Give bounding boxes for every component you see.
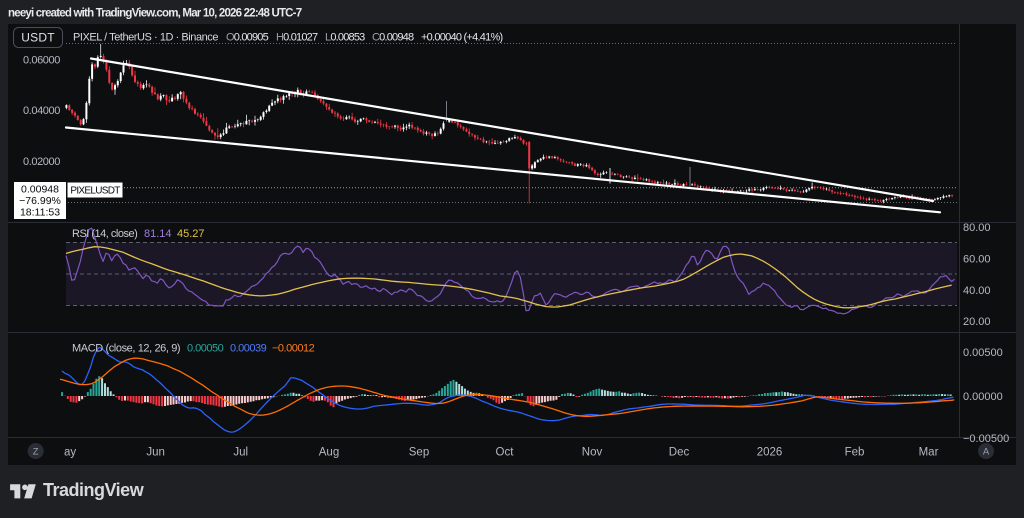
svg-text:−0.00500: −0.00500 [963, 433, 1009, 445]
svg-text:0.00000: 0.00000 [963, 391, 1003, 403]
svg-text:neeyi created with TradingView: neeyi created with TradingView.com, Mar … [8, 8, 302, 20]
svg-text:0.00500: 0.00500 [963, 347, 1003, 359]
svg-text:0.00050: 0.00050 [187, 343, 224, 355]
svg-text:40.00: 40.00 [963, 285, 991, 297]
svg-text:TradingView: TradingView [43, 480, 145, 500]
svg-text:Aug: Aug [319, 447, 339, 459]
svg-text:Sep: Sep [409, 447, 429, 459]
svg-text:45.27: 45.27 [177, 228, 205, 240]
svg-text:0.00039: 0.00039 [230, 343, 267, 355]
svg-text:18:11:53: 18:11:53 [20, 207, 60, 219]
svg-text:USDT: USDT [21, 31, 55, 45]
svg-text:+0.00040 (+4.41%): +0.00040 (+4.41%) [421, 32, 503, 44]
svg-text:RSI (14, close): RSI (14, close) [72, 228, 137, 240]
svg-text:Mar: Mar [919, 447, 939, 459]
svg-text:0.04000: 0.04000 [23, 105, 60, 117]
svg-text:A: A [983, 447, 990, 458]
svg-text:PIXELUSDT: PIXELUSDT [70, 186, 120, 197]
svg-text:−0.00012: −0.00012 [272, 343, 315, 355]
svg-text:Dec: Dec [669, 447, 690, 459]
svg-text:81.14: 81.14 [144, 228, 172, 240]
svg-text:0.00948: 0.00948 [21, 184, 59, 196]
svg-text:O0.00905: O0.00905 [226, 32, 269, 44]
svg-text:Jul: Jul [233, 447, 248, 459]
svg-text:Feb: Feb [845, 447, 865, 459]
svg-text:80.00: 80.00 [963, 222, 991, 234]
svg-text:−76.99%: −76.99% [19, 195, 61, 207]
svg-text:C0.00948: C0.00948 [372, 32, 414, 44]
svg-text:ay: ay [64, 447, 76, 459]
svg-text:60.00: 60.00 [963, 253, 991, 265]
svg-text:Oct: Oct [496, 447, 515, 459]
svg-text:PIXEL / TetherUS · 1D · Binanc: PIXEL / TetherUS · 1D · Binance [73, 32, 218, 44]
svg-text:L0.00853: L0.00853 [325, 32, 365, 44]
svg-text:0.06000: 0.06000 [23, 54, 60, 66]
svg-text:Z: Z [33, 447, 39, 458]
svg-text:2026: 2026 [757, 447, 783, 459]
svg-text:MACD (close, 12, 26, 9): MACD (close, 12, 26, 9) [72, 343, 180, 355]
svg-text:0.02000: 0.02000 [23, 156, 60, 168]
svg-text:Nov: Nov [582, 447, 603, 459]
svg-text:20.00: 20.00 [963, 316, 991, 328]
svg-text:H0.01027: H0.01027 [276, 32, 318, 44]
svg-text:Jun: Jun [146, 447, 165, 459]
